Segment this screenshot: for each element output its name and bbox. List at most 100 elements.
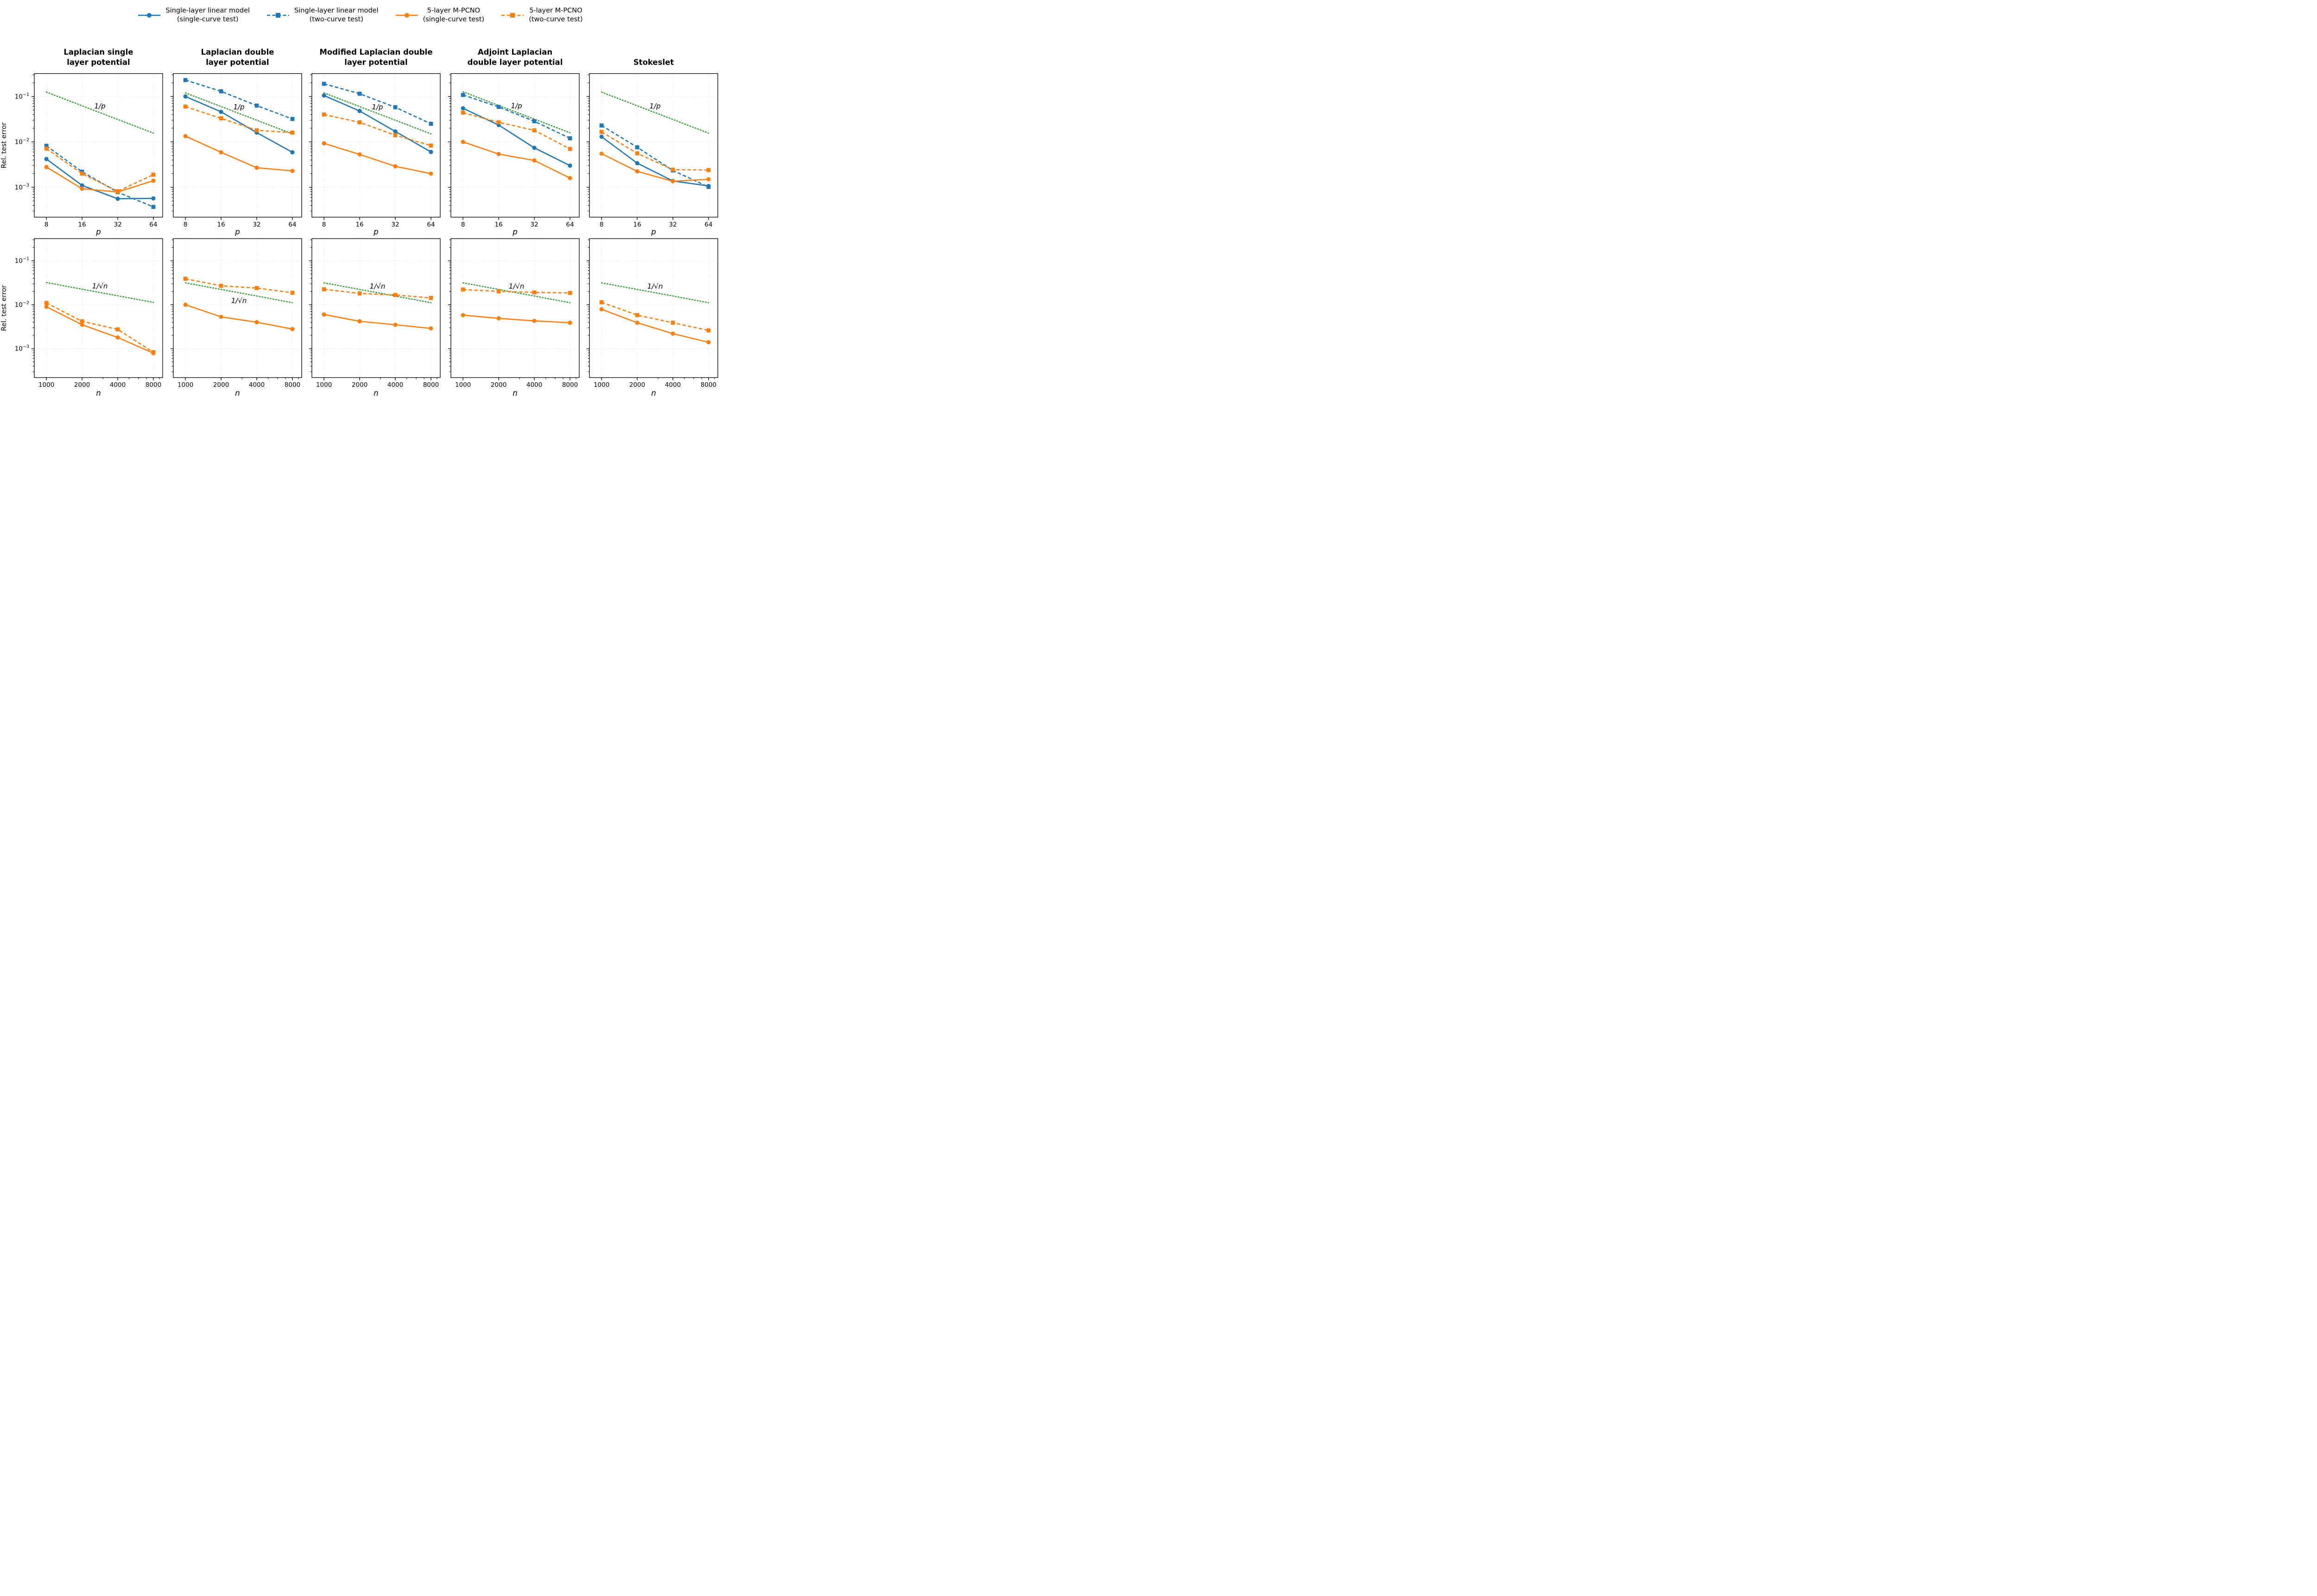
guide-label: 1/p: [233, 103, 244, 111]
y-tick-label: 10−2: [15, 300, 29, 309]
guide-label: 1/√n: [508, 282, 524, 290]
series-dashed-blue: [461, 93, 572, 140]
x-tick-label: 64: [149, 221, 157, 228]
data-point: [567, 163, 572, 168]
axes-frame: [450, 73, 580, 218]
chart-title-line: layer potential: [67, 58, 130, 67]
data-point: [357, 152, 362, 157]
data-point: [429, 171, 433, 176]
x-tick-label: 8: [600, 221, 604, 228]
x-tick-label: 16: [78, 221, 86, 228]
x-tick-label: 64: [288, 221, 296, 228]
data-point: [461, 313, 465, 317]
legend-item-label: 5-layer M-PCNO (single-curve test): [423, 7, 485, 24]
data-point: [599, 300, 604, 304]
data-point: [532, 158, 537, 163]
guide-line: 1/√n: [45, 282, 154, 303]
x-tick-label: 64: [427, 221, 435, 228]
data-point: [706, 168, 711, 172]
data-point: [461, 93, 465, 97]
y-axis: 10−1 10−2 10−3: [15, 240, 34, 372]
data-point: [671, 179, 675, 183]
x-axis: 1000 2000 4000 8000: [594, 378, 716, 389]
legend-solid-circle-icon: [395, 13, 418, 18]
x-tick-label: 8: [183, 221, 187, 228]
y-tick-label: 10−3: [15, 344, 29, 353]
data-point: [461, 110, 465, 115]
x-tick-label: 4000: [665, 381, 681, 389]
chart-laplacian-single-layer-n: 10−1 10−2 10−3 1000 2000 4000 8000 n Rel. test e…: [0, 238, 163, 397]
data-point: [532, 119, 536, 124]
axes-frame: [172, 238, 302, 378]
data-point: [219, 284, 223, 288]
guide-line: 1/p: [45, 91, 154, 134]
data-point: [115, 327, 120, 332]
x-tick-label: 8000: [701, 381, 716, 389]
x-tick-label: 32: [530, 221, 538, 228]
guide-label: 1/p: [511, 101, 522, 110]
x-tick-label: 32: [114, 221, 121, 228]
series-dashed-orange: [599, 130, 711, 172]
x-tick-label: 2000: [490, 381, 506, 389]
data-point: [461, 106, 465, 111]
data-point: [357, 108, 362, 114]
data-point: [429, 121, 433, 126]
data-point: [496, 120, 501, 125]
x-axis: 1000 2000 4000 8000: [455, 378, 578, 389]
data-point: [635, 161, 639, 165]
x-tick-label: 64: [566, 221, 574, 228]
data-point: [429, 326, 433, 331]
x-tick-label: 1000: [38, 381, 54, 389]
chart-title-line: double layer potential: [467, 58, 563, 67]
data-point: [461, 287, 465, 292]
data-point: [80, 183, 84, 188]
legend-item-label: 5-layer M-PCNO (two-curve test): [529, 7, 583, 24]
series-dashed-blue: [322, 82, 433, 126]
guide-label: 1/√n: [92, 282, 108, 290]
series-dashed-orange: [322, 287, 433, 300]
data-point: [290, 169, 295, 173]
legend-item-0: Single-layer linear model (single-curve …: [138, 6, 250, 24]
x-tick-label: 16: [494, 221, 502, 228]
x-axis-label: n: [235, 389, 240, 397]
y-tick-label: 10−2: [15, 138, 29, 146]
x-tick-label: 32: [253, 221, 260, 228]
x-tick-label: 2000: [74, 381, 90, 389]
y-axis-label: Rel. test error: [0, 285, 8, 331]
data-point: [183, 303, 188, 307]
y-axis: [587, 240, 589, 372]
y-axis: [448, 240, 451, 372]
axes-frame: [311, 73, 441, 218]
data-point: [635, 320, 639, 325]
data-point: [44, 304, 49, 309]
data-point: [254, 128, 259, 132]
axes-frame: [589, 238, 718, 378]
series-solid-blue: [322, 93, 433, 154]
data-point: [599, 134, 604, 139]
y-tick-label: 10−3: [15, 183, 29, 191]
chart-stokeslet-p: Stokeslet 8 16 32 64 p 1/p: [587, 58, 718, 236]
guide-label: 1/p: [372, 103, 383, 111]
x-axis-label: n: [513, 389, 517, 397]
x-axis-label: n: [96, 389, 101, 397]
data-point: [599, 307, 604, 312]
data-point: [567, 176, 572, 180]
data-point: [635, 151, 639, 156]
data-point: [671, 167, 675, 172]
data-point: [80, 171, 84, 176]
x-axis: 8 16 32 64: [461, 217, 574, 228]
guide-label: 1/√n: [647, 282, 663, 290]
data-point: [151, 196, 156, 201]
data-point: [80, 322, 84, 327]
data-point: [219, 315, 223, 319]
x-axis-label: p: [95, 227, 101, 236]
data-point: [80, 186, 84, 191]
data-point: [219, 116, 223, 120]
series-dashed-orange: [44, 146, 156, 194]
x-tick-label: 8: [44, 221, 49, 228]
y-axis: [309, 240, 312, 372]
